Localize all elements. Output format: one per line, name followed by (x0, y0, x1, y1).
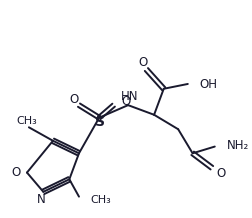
Text: O: O (217, 167, 226, 180)
Text: O: O (70, 93, 79, 106)
Text: O: O (121, 95, 131, 108)
Text: NH₂: NH₂ (227, 139, 249, 152)
Text: O: O (11, 166, 20, 179)
Text: N: N (37, 193, 46, 206)
Text: OH: OH (199, 78, 217, 91)
Text: O: O (138, 56, 147, 69)
Text: CH₃: CH₃ (90, 194, 111, 204)
Text: HN: HN (121, 90, 139, 103)
Text: S: S (95, 114, 105, 129)
Text: CH₃: CH₃ (17, 116, 37, 126)
